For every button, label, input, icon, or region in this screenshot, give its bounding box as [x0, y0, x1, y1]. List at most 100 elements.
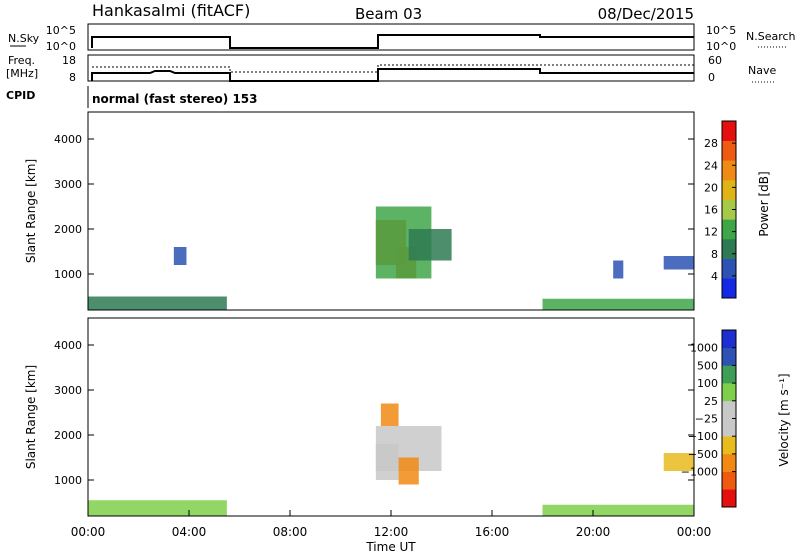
nave-label: Nave — [748, 64, 776, 77]
freq-tick-low: 8 — [69, 71, 76, 84]
power-colorbar-seg-5 — [722, 180, 736, 200]
velocity-colorbar-seg-4 — [722, 418, 736, 437]
cpid-label: CPID — [6, 89, 35, 102]
velocity-cb-label-4: −25 — [695, 413, 718, 426]
power-heatmap — [88, 206, 694, 310]
velocity-region-4 — [88, 500, 227, 516]
nsearch-label: N.Search — [746, 30, 796, 43]
nsky-label: N.Sky — [8, 32, 40, 45]
velocity-panel: 1000 2000 3000 4000 00:00 04:00 08:00 12:00 16:… — [24, 317, 712, 554]
xtick-label-1: 04:00 — [172, 525, 207, 539]
power-region-7 — [613, 260, 624, 279]
power-colorbar-seg-7 — [722, 140, 736, 161]
xtick-label-4: 16:00 — [475, 525, 510, 539]
xtick-label-6: 00:00 — [677, 525, 712, 539]
velocity-cb-label-7: −1000 — [681, 466, 718, 479]
freq-trace — [91, 68, 694, 82]
velocity-heatmap — [88, 403, 694, 516]
velocity-cb-label-6: −500 — [688, 448, 718, 461]
time-x-label: Time UT — [365, 540, 416, 554]
velocity-colorbar-seg-5 — [722, 400, 736, 419]
velocity-ytick-label-0: 1000 — [54, 474, 82, 487]
freq-label: Freq. — [8, 54, 35, 67]
velocity-ytick-label-1: 2000 — [54, 429, 82, 442]
freq-tick-high: 18 — [62, 54, 76, 67]
nave-tick-high: 60 — [708, 54, 722, 67]
time-x-axis: 00:00 04:00 08:00 12:00 16:00 20:00 00:00 — [71, 510, 712, 539]
power-ytick-label-1: 2000 — [54, 223, 82, 236]
power-ytick-label-0: 1000 — [54, 268, 82, 281]
velocity-region-2 — [398, 457, 419, 485]
beam-title: Beam 03 — [355, 5, 422, 23]
power-cb-label-0: 4 — [711, 270, 718, 283]
velocity-colorbar-seg-6 — [722, 383, 736, 402]
velocity-colorbar-seg-2 — [722, 453, 736, 472]
power-region-5 — [542, 298, 694, 310]
date-title: 08/Dec/2015 — [598, 5, 694, 23]
velocity-y-axis: 1000 2000 3000 4000 — [54, 339, 694, 487]
power-colorbar: 4 8 12 16 20 24 28 — [704, 120, 737, 299]
velocity-colorbar-seg-9 — [722, 330, 736, 348]
power-colorbar-seg-2 — [722, 239, 736, 259]
power-colorbar-label: Power [dB] — [757, 171, 771, 236]
velocity-region-3 — [380, 403, 399, 426]
power-y-axis: 1000 2000 3000 4000 — [54, 133, 694, 281]
velocity-cb-label-0: 1000 — [690, 342, 718, 355]
nsearch-tick-low: 10^0 — [706, 40, 736, 53]
velocity-colorbar-seg-8 — [722, 347, 736, 366]
power-colorbar-seg-1 — [722, 258, 736, 279]
velocity-cb-label-5: −100 — [688, 430, 718, 443]
power-colorbar-seg-0 — [722, 278, 736, 299]
nave-trace — [92, 64, 694, 73]
xtick-label-0: 00:00 — [71, 525, 106, 539]
power-colorbar-seg-4 — [722, 199, 736, 220]
xtick-label-2: 08:00 — [273, 525, 308, 539]
power-cb-label-3: 16 — [704, 204, 718, 217]
station-title: Hankasalmi (fitACF) — [92, 1, 250, 20]
velocity-colorbar-seg-7 — [722, 365, 736, 384]
power-cb-label-2: 12 — [704, 226, 718, 239]
power-colorbar-seg-6 — [722, 160, 736, 181]
freq-unit-label: [MHz] — [6, 67, 38, 80]
velocity-cb-label-1: 500 — [697, 359, 718, 372]
velocity-colorbar-seg-0 — [722, 489, 736, 508]
velocity-cb-label-3: 25 — [704, 395, 718, 408]
power-region-8 — [663, 256, 694, 270]
velocity-region-1 — [375, 444, 399, 480]
power-y-label: Slant Range [km] — [24, 159, 38, 263]
velocity-ytick-label-2: 3000 — [54, 384, 82, 397]
velocity-colorbar-seg-1 — [722, 471, 736, 490]
power-ytick-label-3: 4000 — [54, 133, 82, 146]
power-panel: 1000 2000 3000 4000 Slant Range [km] — [24, 111, 695, 311]
xtick-label-3: 12:00 — [374, 525, 409, 539]
power-region-3 — [408, 229, 452, 261]
power-plot-frame — [87, 111, 695, 311]
power-colorbar-seg-3 — [722, 219, 736, 240]
velocity-colorbar: 1000 500 100 25 −25 −100 −500 −1000 — [681, 329, 737, 508]
power-ytick-label-2: 3000 — [54, 178, 82, 191]
nsky-tick-low: 10^0 — [46, 40, 76, 53]
nave-tick-low: 0 — [708, 71, 715, 84]
velocity-colorbar-seg-3 — [722, 436, 736, 455]
velocity-y-label: Slant Range [km] — [24, 365, 38, 469]
xtick-label-5: 20:00 — [576, 525, 611, 539]
velocity-region-6 — [663, 453, 694, 471]
power-colorbar-seg-8 — [722, 121, 736, 141]
velocity-cb-label-2: 100 — [697, 377, 718, 390]
velocity-region-5 — [542, 504, 694, 516]
power-cb-label-4: 20 — [704, 181, 718, 194]
power-cb-label-5: 24 — [704, 159, 718, 172]
power-region-6 — [173, 247, 187, 265]
power-region-4 — [88, 296, 227, 310]
cpid-text: normal (fast stereo) 153 — [92, 92, 258, 106]
velocity-ytick-label-3: 4000 — [54, 339, 82, 352]
power-cb-label-1: 8 — [711, 248, 718, 261]
power-cb-label-6: 28 — [704, 137, 718, 150]
nsky-tick-high: 10^5 — [46, 24, 76, 37]
velocity-colorbar-label: Velocity [m s⁻¹] — [777, 373, 791, 466]
freq-panel-frame — [87, 54, 695, 82]
nsky-trace — [91, 34, 694, 49]
nsearch-tick-high: 10^5 — [706, 24, 736, 37]
